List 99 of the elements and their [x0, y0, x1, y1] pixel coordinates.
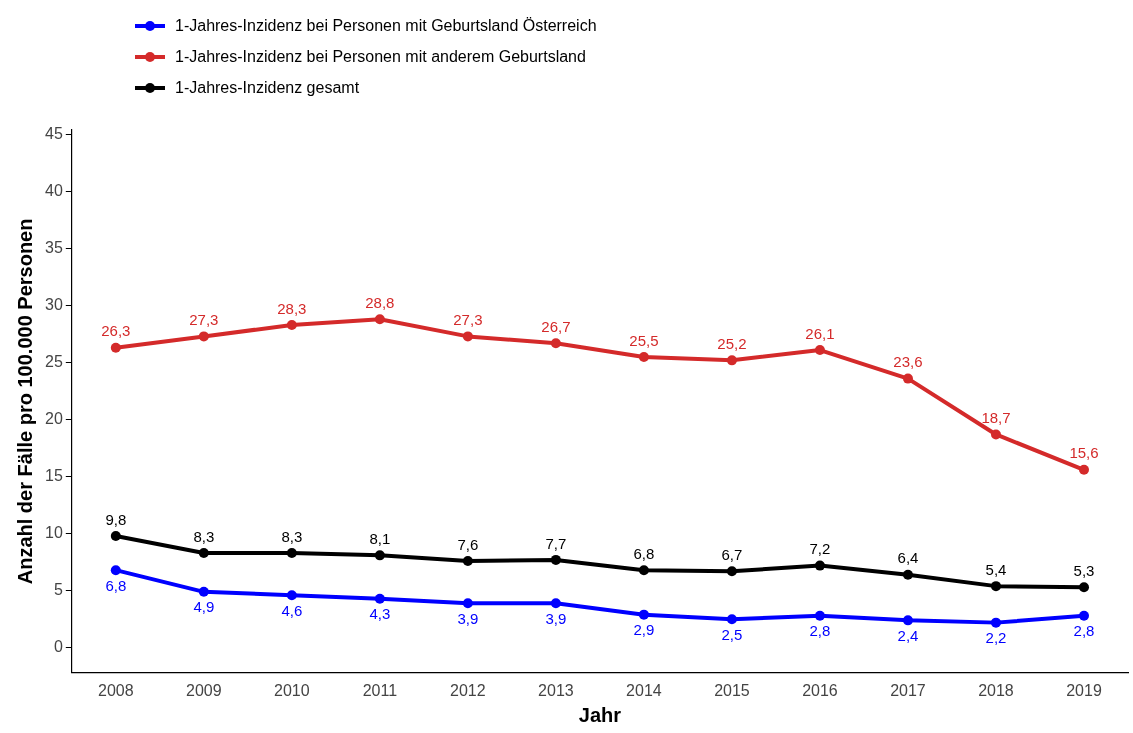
data-label: 3,9	[545, 609, 567, 627]
y-tick-label: 15	[45, 467, 63, 485]
data-label: 28,8	[365, 293, 395, 311]
legend-label: 1-Jahres-Inzidenz gesamt	[175, 78, 360, 97]
data-label: 5,3	[1073, 561, 1095, 579]
point	[814, 610, 825, 621]
point	[550, 554, 561, 565]
point	[1078, 582, 1089, 593]
legend-label: 1-Jahres-Inzidenz bei Personen mit Geburtsland Österreich	[175, 16, 597, 35]
point	[198, 331, 209, 342]
x-tick-label: 2017	[890, 681, 926, 699]
data-label: 7,2	[809, 540, 831, 558]
data-label: 7,7	[545, 534, 567, 552]
data-label: 8,3	[193, 527, 215, 545]
y-tick-label: 10	[45, 524, 63, 542]
point	[638, 565, 649, 576]
data-label: 2,2	[985, 629, 1007, 647]
x-tick-label: 2018	[978, 681, 1014, 699]
data-label: 3,9	[457, 609, 479, 627]
y-tick-label: 5	[53, 581, 63, 599]
point	[198, 548, 209, 559]
data-label: 7,6	[457, 535, 479, 553]
point	[814, 345, 825, 356]
y-tick-label: 30	[45, 296, 63, 314]
point	[374, 593, 385, 604]
point	[550, 338, 561, 349]
data-label: 9,8	[105, 510, 127, 528]
data-label: 8,1	[369, 529, 391, 547]
data-label: 26,1	[805, 324, 835, 342]
y-tick-label: 20	[45, 410, 63, 428]
data-label: 4,9	[193, 598, 215, 616]
data-label: 5,4	[985, 560, 1007, 578]
point	[1078, 610, 1089, 621]
data-label: 6,4	[897, 549, 919, 567]
data-label: 23,6	[893, 353, 923, 371]
data-label: 26,3	[101, 322, 131, 340]
data-label: 18,7	[981, 409, 1011, 427]
data-label: 6,8	[105, 576, 127, 594]
point	[1078, 464, 1089, 475]
point	[462, 556, 473, 567]
x-tick-label: 2013	[538, 681, 574, 699]
x-tick-label: 2019	[1066, 681, 1102, 699]
point	[374, 550, 385, 561]
point	[286, 548, 297, 559]
point	[902, 569, 913, 580]
data-label: 25,2	[717, 334, 747, 352]
y-tick-label: 45	[45, 124, 63, 142]
point	[726, 355, 737, 366]
data-label: 6,8	[633, 544, 655, 562]
data-label: 26,7	[541, 317, 571, 335]
point	[638, 351, 649, 362]
point	[374, 314, 385, 325]
point	[110, 565, 121, 576]
point	[726, 566, 737, 577]
data-label: 2,9	[633, 621, 655, 639]
point	[286, 590, 297, 601]
data-label: 25,5	[629, 331, 659, 349]
point	[550, 598, 561, 609]
data-label: 27,3	[453, 311, 483, 329]
data-label: 8,3	[281, 527, 303, 545]
point	[286, 320, 297, 330]
point	[726, 614, 737, 625]
x-tick-label: 2008	[98, 681, 134, 699]
point	[110, 342, 121, 353]
data-label: 2,8	[1073, 622, 1095, 640]
x-tick-label: 2012	[450, 681, 486, 699]
y-tick-label: 0	[53, 638, 63, 656]
data-label: 2,4	[897, 626, 919, 644]
point	[990, 581, 1001, 592]
point	[990, 617, 1001, 628]
x-tick-label: 2009	[186, 681, 222, 699]
data-label: 6,7	[721, 545, 743, 563]
point	[638, 609, 649, 620]
point	[990, 429, 1001, 440]
y-axis-title: Anzahl der Fälle pro 100.000 Personen	[13, 218, 36, 585]
data-label: 4,6	[281, 601, 303, 619]
x-tick-label: 2015	[714, 681, 750, 699]
x-tick-label: 2016	[802, 681, 838, 699]
point	[110, 530, 121, 541]
y-tick-label: 35	[45, 239, 63, 256]
point	[462, 331, 473, 342]
y-tick-label: 25	[45, 353, 63, 371]
y-tick-label: 40	[45, 181, 63, 199]
x-tick-label: 2010	[274, 681, 310, 699]
x-tick-label: 2014	[626, 681, 662, 699]
data-label: 28,3	[277, 299, 307, 317]
data-label: 15,6	[1069, 444, 1099, 462]
data-label: 27,3	[189, 311, 219, 329]
x-axis-title: Jahr	[578, 703, 622, 726]
point	[198, 586, 209, 597]
legend-label: 1-Jahres-Inzidenz bei Personen mit anderem Geburtsland	[175, 47, 586, 66]
data-label: 2,8	[809, 622, 831, 640]
x-tick-label: 2011	[362, 681, 398, 699]
data-label: 2,5	[721, 625, 743, 643]
point	[462, 598, 473, 609]
data-label: 4,3	[369, 605, 391, 623]
point	[814, 560, 825, 571]
point	[902, 615, 913, 626]
point	[902, 373, 913, 384]
